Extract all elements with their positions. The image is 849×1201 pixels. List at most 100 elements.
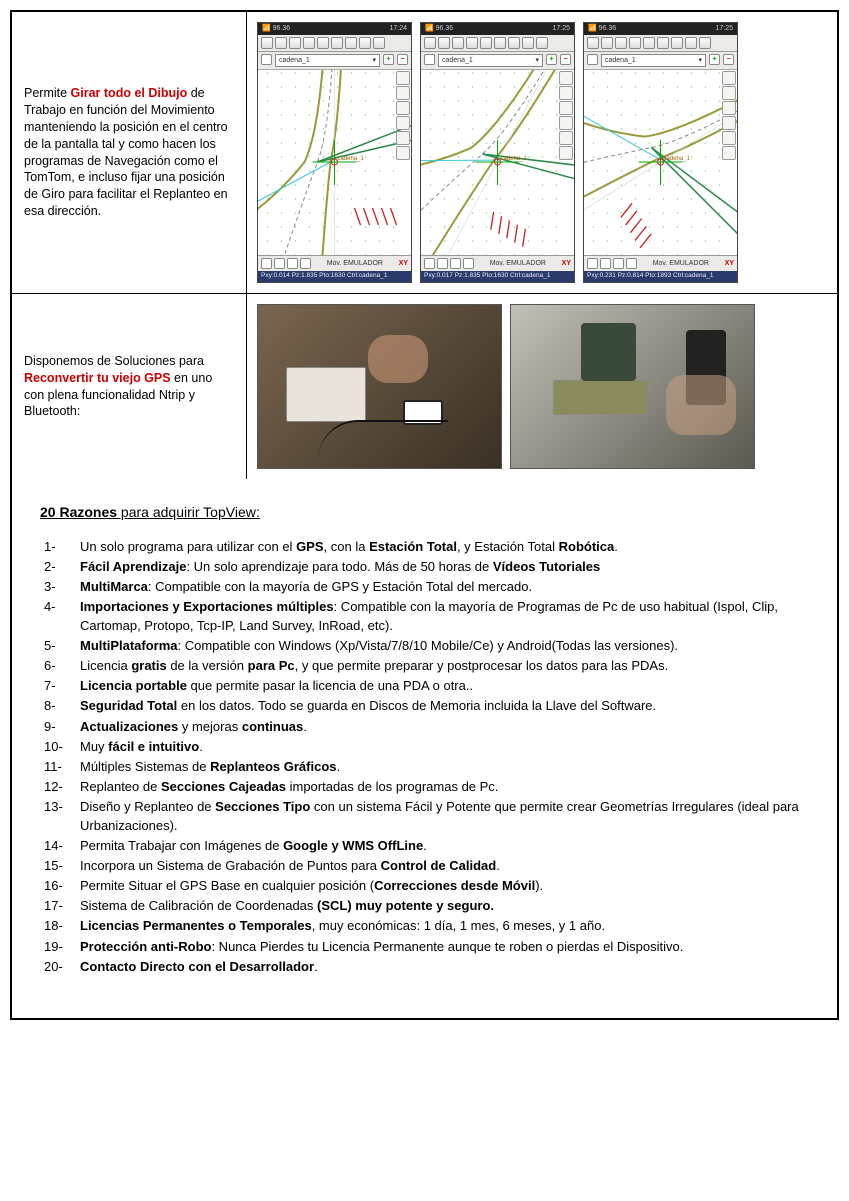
reason-bold-segment: Estación Total [369, 539, 457, 554]
add-button[interactable]: + [709, 54, 720, 65]
toolbar-button[interactable] [317, 37, 329, 49]
bottom-tool-button[interactable] [450, 258, 461, 269]
layer-color-swatch[interactable] [587, 54, 598, 65]
side-tool-button[interactable] [396, 71, 410, 85]
side-tool-button[interactable] [559, 101, 573, 115]
twenty-reasons-section: 20 Razones para adquirir TopView: Un sol… [12, 479, 837, 1018]
toolbar-button[interactable] [331, 37, 343, 49]
bottom-tool-button[interactable] [437, 258, 448, 269]
reason-text-segment: Múltiples Sistemas de [80, 759, 210, 774]
toolbar-button[interactable] [480, 37, 492, 49]
remove-button[interactable]: − [397, 54, 408, 65]
bottom-tool-button[interactable] [587, 258, 598, 269]
remove-button[interactable]: − [723, 54, 734, 65]
toolbar-button[interactable] [261, 37, 273, 49]
coordinate-readout: Pxy:0.231 Pz:0.814 Pto:1893 Ctrl:cadena_… [584, 271, 737, 282]
toolbar-button[interactable] [466, 37, 478, 49]
toolbar-button[interactable] [615, 37, 627, 49]
bottom-tool-button[interactable] [613, 258, 624, 269]
side-tool-button[interactable] [559, 71, 573, 85]
layer-color-swatch[interactable] [424, 54, 435, 65]
reason-text-segment: Diseño y Replanteo de [80, 799, 215, 814]
toolbar-button[interactable] [685, 37, 697, 49]
side-tool-button[interactable] [559, 86, 573, 100]
side-tool-button[interactable] [396, 86, 410, 100]
reason-bold-segment: Robótica [559, 539, 615, 554]
toolbar-button[interactable] [657, 37, 669, 49]
layer-row: cadena_1▾ + − [584, 52, 737, 70]
side-tool-button[interactable] [559, 116, 573, 130]
toolbar-button[interactable] [359, 37, 371, 49]
bottom-tool-button[interactable] [274, 258, 285, 269]
toolbar-button[interactable] [522, 37, 534, 49]
layer-color-swatch[interactable] [261, 54, 272, 65]
layer-dropdown[interactable]: cadena_1▾ [438, 54, 543, 67]
side-tool-button[interactable] [396, 101, 410, 115]
side-tool-button[interactable] [722, 131, 736, 145]
reason-text-segment: , y que permite preparar y postprocesar … [295, 658, 669, 673]
toolbar-button[interactable] [587, 37, 599, 49]
side-tool-button[interactable] [396, 146, 410, 160]
toolbar-button[interactable] [438, 37, 450, 49]
cad-viewport[interactable]: cadena_1 [421, 70, 574, 255]
toolbar-button[interactable] [508, 37, 520, 49]
reason-bold-segment: Secciones Cajeadas [161, 779, 286, 794]
side-tool-button[interactable] [396, 116, 410, 130]
toolbar-button[interactable] [643, 37, 655, 49]
coordinate-readout: Pxy:0.014 Pz:1.835 Pto:1630 Ctrl:cadena_… [258, 271, 411, 282]
reason-bold-segment: Protección anti-Robo [80, 939, 211, 954]
layer-dropdown[interactable]: cadena_1▾ [275, 54, 380, 67]
reason-text-segment: importadas de los programas de Pc. [286, 779, 498, 794]
reason-text-segment: . [614, 539, 618, 554]
toolbar-button[interactable] [601, 37, 613, 49]
row2-description: Disponemos de Soluciones para Reconverti… [24, 353, 234, 421]
bottom-tool-button[interactable] [600, 258, 611, 269]
side-tool-button[interactable] [722, 71, 736, 85]
bottom-tool-button[interactable] [287, 258, 298, 269]
bottom-tool-button[interactable] [463, 258, 474, 269]
reason-item: Protección anti-Robo: Nunca Pierdes tu L… [40, 938, 809, 956]
clock-label: 17:25 [715, 24, 733, 33]
remove-button[interactable]: − [560, 54, 571, 65]
reason-bold-segment: Contacto Directo con el Desarrollador [80, 959, 314, 974]
reason-text-segment: : Nunca Pierdes tu Licencia Permanente a… [211, 939, 683, 954]
cad-viewport[interactable]: cadena_1 [258, 70, 411, 255]
bottom-tool-button[interactable] [300, 258, 311, 269]
side-tool-button[interactable] [722, 86, 736, 100]
cad-viewport[interactable]: cadena_1 [584, 70, 737, 255]
bottom-tool-button[interactable] [424, 258, 435, 269]
add-button[interactable]: + [383, 54, 394, 65]
signal-label: 📶 96.36 [425, 24, 453, 33]
bottom-tool-button[interactable] [626, 258, 637, 269]
toolbar-button[interactable] [629, 37, 641, 49]
side-tool-button[interactable] [722, 101, 736, 115]
row2-text-pre: Disponemos de Soluciones para [24, 354, 204, 368]
toolbar-button[interactable] [699, 37, 711, 49]
photo2-data-collector [581, 323, 636, 381]
reason-text-segment: Incorpora un Sistema de Grabación de Pun… [80, 858, 381, 873]
layer-row: cadena_1▾ + − [258, 52, 411, 70]
toolbar-button[interactable] [373, 37, 385, 49]
bottom-tool-button[interactable] [261, 258, 272, 269]
cad-top-toolbar [258, 35, 411, 52]
reason-text-segment: Permita Trabajar con Imágenes de [80, 838, 283, 853]
android-status-bar: 📶 96.36 17:25 [421, 23, 574, 35]
toolbar-button[interactable] [275, 37, 287, 49]
layer-dropdown[interactable]: cadena_1▾ [601, 54, 706, 67]
side-tool-button[interactable] [559, 131, 573, 145]
toolbar-button[interactable] [452, 37, 464, 49]
side-tool-button[interactable] [722, 116, 736, 130]
toolbar-button[interactable] [671, 37, 683, 49]
toolbar-button[interactable] [424, 37, 436, 49]
toolbar-button[interactable] [536, 37, 548, 49]
toolbar-button[interactable] [345, 37, 357, 49]
toolbar-button[interactable] [303, 37, 315, 49]
side-tool-button[interactable] [722, 146, 736, 160]
side-tool-button[interactable] [396, 131, 410, 145]
side-tool-button[interactable] [559, 146, 573, 160]
add-button[interactable]: + [546, 54, 557, 65]
toolbar-button[interactable] [289, 37, 301, 49]
toolbar-button[interactable] [494, 37, 506, 49]
signal-label: 📶 96.36 [262, 24, 290, 33]
coord-mode-label: XY [399, 259, 408, 268]
